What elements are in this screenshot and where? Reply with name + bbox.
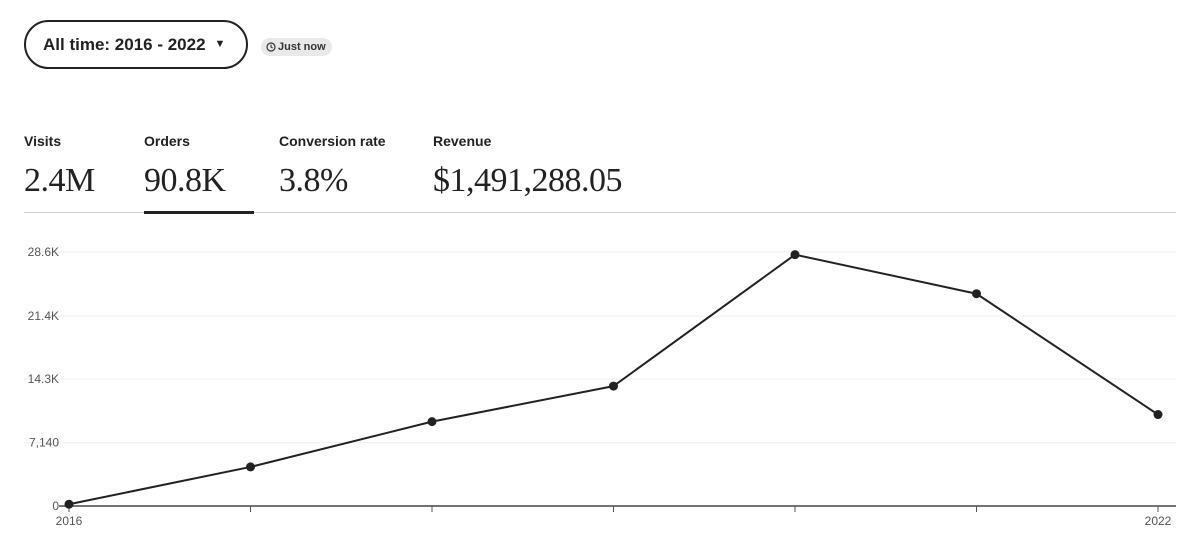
date-range-label: All time: 2016 - 2022 (43, 34, 206, 54)
last-updated-badge: Just now (261, 38, 332, 56)
selected-tab-indicator (144, 211, 254, 214)
tabs-divider (24, 212, 1176, 213)
y-tick-label: 28.6K (28, 245, 59, 259)
data-point (790, 250, 800, 260)
stat-value: 3.8% (279, 162, 348, 199)
stat-value: $1,491,288.05 (433, 162, 623, 199)
data-point (972, 289, 981, 299)
data-point (427, 417, 437, 427)
stat-tab-visits[interactable]: Visits 2.4M (24, 133, 95, 200)
data-point (64, 499, 74, 509)
y-tick-label: 21.4K (28, 309, 59, 323)
stat-tab-conversion-rate[interactable]: Conversion rate 3.8% (279, 133, 386, 200)
stat-value: 90.8K (144, 162, 226, 199)
y-tick-label: 7,140 (29, 436, 59, 450)
x-tick-label: 2022 (1145, 514, 1172, 528)
stat-label: Revenue (433, 133, 492, 149)
last-updated-text: Just now (278, 41, 326, 53)
stat-tab-revenue[interactable]: Revenue $1,491,288.05 (433, 133, 623, 200)
x-tick-label: 2016 (56, 514, 83, 528)
stat-label: Visits (24, 133, 62, 149)
clock-icon (266, 42, 276, 52)
stat-tab-orders[interactable]: Orders 90.8K (144, 133, 226, 200)
y-tick-label: 14.3K (28, 372, 59, 386)
date-range-dropdown[interactable]: All time: 2016 - 2022 ▼ (24, 20, 248, 69)
stat-label: Orders (144, 133, 190, 149)
data-point (246, 462, 255, 472)
data-point (609, 381, 618, 391)
stat-value: 2.4M (24, 162, 95, 199)
y-tick-label: 0 (52, 499, 59, 513)
caret-down-icon: ▼ (214, 38, 226, 50)
stat-label: Conversion rate (279, 133, 386, 149)
data-point (1153, 410, 1163, 420)
